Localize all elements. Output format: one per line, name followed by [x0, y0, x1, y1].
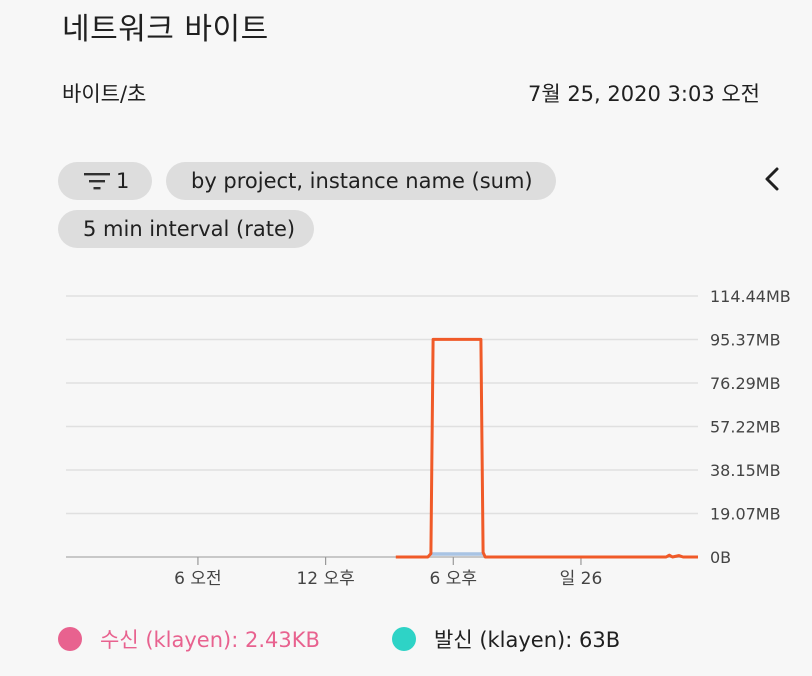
legend-received-label: 수신 (klayen): 2.43KB: [100, 628, 320, 652]
y-tick-label: 38.15MB: [710, 461, 781, 480]
filter-chip[interactable]: 1: [58, 162, 152, 200]
group-by-chip[interactable]: by project, instance name (sum): [166, 162, 556, 200]
series-line: [395, 337, 698, 559]
y-tick-label: 0B: [710, 548, 731, 567]
legend-received[interactable]: 수신 (klayen): 2.43KB: [58, 624, 320, 654]
page-title: 네트워크 바이트: [62, 12, 269, 47]
network-bytes-chart: 114.44MB 95.37MB 76.29MB 57.22MB 38.15MB 19.0…: [66, 287, 791, 589]
filter-icon: [84, 173, 110, 190]
unit-label: 바이트/초: [62, 82, 147, 106]
x-tick-label: 6 오후: [430, 569, 478, 589]
timestamp: 7월 25, 2020 3:03 오전: [527, 82, 760, 106]
x-tick-label: 12 오후: [296, 569, 354, 589]
x-tick-label: 일 26: [560, 569, 603, 589]
y-tick-label: 76.29MB: [710, 374, 781, 393]
y-tick-label: 57.22MB: [710, 418, 781, 437]
y-tick-label: 114.44MB: [710, 287, 791, 306]
legend-sent[interactable]: 발신 (klayen): 63B: [392, 624, 620, 654]
y-tick-label: 95.37MB: [710, 330, 781, 349]
x-tick-label: 6 오전: [174, 569, 222, 589]
legend-sent-label: 발신 (klayen): 63B: [434, 628, 621, 652]
filter-count: 1: [116, 169, 130, 193]
legend-sent-dot: [392, 627, 416, 651]
back-button[interactable]: [760, 164, 784, 194]
y-tick-label: 19.07MB: [710, 505, 781, 524]
interval-chip[interactable]: 5 min interval (rate): [58, 210, 314, 248]
legend-received-dot: [58, 627, 82, 651]
chevron-left-icon: [765, 167, 779, 191]
